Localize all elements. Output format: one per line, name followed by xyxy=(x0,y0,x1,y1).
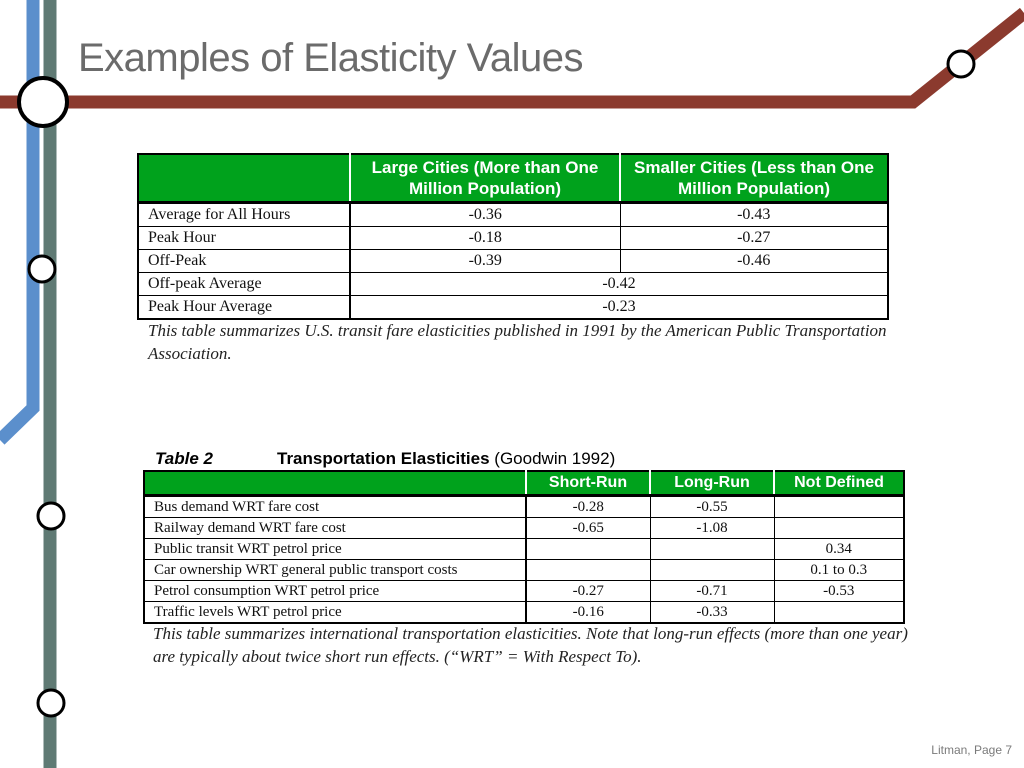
cell-value: 0.34 xyxy=(773,538,905,560)
cell-value xyxy=(525,559,651,581)
table-header-row: Short-Run Long-Run Not Defined xyxy=(144,471,904,497)
station-circle xyxy=(17,76,69,128)
cell-value xyxy=(773,517,905,539)
cell-value: -1.08 xyxy=(649,517,775,539)
cell-value xyxy=(525,538,651,560)
row-label: Off-Peak xyxy=(137,249,351,273)
table-row: Traffic levels WRT petrol price -0.16 -0… xyxy=(143,601,905,624)
row-label: Average for All Hours xyxy=(137,202,351,227)
table-row: Off-Peak -0.39 -0.46 xyxy=(137,249,889,273)
cell-value: -0.27 xyxy=(525,580,651,602)
cell-value: -0.33 xyxy=(649,601,775,624)
station-circle xyxy=(946,49,976,79)
table-header-row: Large Cities (More than One Million Popu… xyxy=(138,154,888,204)
row-label: Public transit WRT petrol price xyxy=(143,538,527,560)
cell-value: -0.18 xyxy=(349,226,621,250)
cell-value-combined: -0.23 xyxy=(349,295,889,320)
table-row: Off-peak Average -0.42 xyxy=(137,272,889,296)
row-label: Peak Hour Average xyxy=(137,295,351,320)
cell-value xyxy=(649,559,775,581)
cell-value xyxy=(649,538,775,560)
table-row: Railway demand WRT fare cost -0.65 -1.08 xyxy=(143,517,905,539)
cell-value: -0.65 xyxy=(525,517,651,539)
red-transit-line xyxy=(0,7,1024,109)
cell-value: -0.46 xyxy=(619,249,889,273)
table-row: Petrol consumption WRT petrol price -0.2… xyxy=(143,580,905,602)
table-header-not-defined: Not Defined xyxy=(774,471,904,497)
table-row: Public transit WRT petrol price 0.34 xyxy=(143,538,905,560)
table-row: Bus demand WRT fare cost -0.28 -0.55 xyxy=(143,495,905,518)
cell-value: 0.1 to 0.3 xyxy=(773,559,905,581)
us-transit-fare-elasticity-table: Large Cities (More than One Million Popu… xyxy=(137,153,889,320)
row-label: Petrol consumption WRT petrol price xyxy=(143,580,527,602)
table-header-blank xyxy=(144,471,527,497)
table-row: Peak Hour -0.18 -0.27 xyxy=(137,226,889,250)
cell-value xyxy=(773,495,905,518)
row-label: Bus demand WRT fare cost xyxy=(143,495,527,518)
table2-caption: This table summarizes international tran… xyxy=(153,624,908,666)
table-row: Car ownership WRT general public transpo… xyxy=(143,559,905,581)
cell-value: -0.36 xyxy=(349,202,621,227)
cell-value-combined: -0.42 xyxy=(349,272,889,296)
cell-value: -0.16 xyxy=(525,601,651,624)
row-label: Railway demand WRT fare cost xyxy=(143,517,527,539)
cell-value: -0.71 xyxy=(649,580,775,602)
station-circle xyxy=(36,688,66,718)
transportation-elasticities-table: Short-Run Long-Run Not Defined Bus deman… xyxy=(143,470,905,624)
station-circle xyxy=(27,254,57,284)
row-label: Traffic levels WRT petrol price xyxy=(143,601,527,624)
cell-value: -0.53 xyxy=(773,580,905,602)
slide-title: Examples of Elasticity Values xyxy=(78,36,583,80)
cell-value: -0.27 xyxy=(619,226,889,250)
cell-value: -0.28 xyxy=(525,495,651,518)
blue-transit-line xyxy=(0,0,40,445)
row-label: Peak Hour xyxy=(137,226,351,250)
table2-source: (Goodwin 1992) xyxy=(494,449,616,468)
station-circle xyxy=(36,501,66,531)
table-header-short-run: Short-Run xyxy=(526,471,651,497)
table2-name: Transportation Elasticities xyxy=(277,449,490,468)
row-label: Off-peak Average xyxy=(137,272,351,296)
table1-caption: This table summarizes U.S. transit fare … xyxy=(148,321,887,363)
table2-heading: Table 2 Transportation Elasticities (Good… xyxy=(155,449,615,469)
table-row: Average for All Hours -0.36 -0.43 xyxy=(137,202,889,227)
cell-value: -0.55 xyxy=(649,495,775,518)
table-header-long-run: Long-Run xyxy=(650,471,775,497)
row-label: Car ownership WRT general public transpo… xyxy=(143,559,527,581)
table2-number: Table 2 xyxy=(155,449,213,468)
table-header-smaller-cities: Smaller Cities (Less than One Million Po… xyxy=(620,154,888,204)
table-row: Peak Hour Average -0.23 xyxy=(137,295,889,320)
table-header-blank xyxy=(138,154,351,204)
slide-footer: Litman, Page 7 xyxy=(931,743,1012,757)
table-header-large-cities: Large Cities (More than One Million Popu… xyxy=(350,154,621,204)
cell-value: -0.39 xyxy=(349,249,621,273)
cell-value xyxy=(773,601,905,624)
cell-value: -0.43 xyxy=(619,202,889,227)
